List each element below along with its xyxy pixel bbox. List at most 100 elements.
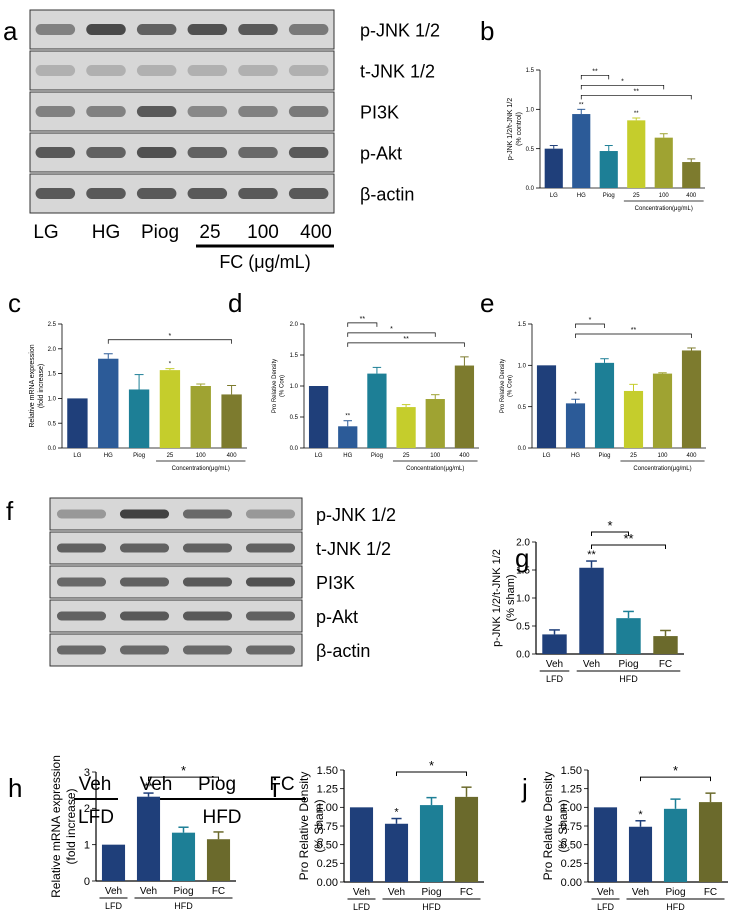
- group-label: LFD: [353, 902, 371, 912]
- blot-band: [56, 577, 107, 587]
- blot-strip: [29, 132, 335, 173]
- group-label: HFD: [666, 902, 685, 912]
- y-tick-label: 0.25: [317, 858, 338, 870]
- blot-band: [35, 147, 76, 158]
- panel-label-e: e: [480, 288, 494, 318]
- y-axis-label-line: (% Sham): [312, 799, 326, 852]
- y-axis-label: p-JNK 1/2/t-JNK 1/2 (% sham): [491, 549, 517, 647]
- bar: [593, 807, 618, 882]
- y-axis-label-line: Pro Relative Density: [541, 772, 555, 881]
- blot-lane-label: Piog: [141, 222, 179, 243]
- blot-band: [56, 611, 107, 621]
- panel-label-a: a: [3, 16, 18, 46]
- blot-band: [136, 24, 177, 35]
- significance-star: **: [634, 111, 639, 117]
- blot-band: [119, 577, 170, 587]
- y-axis-label-line: p-JNK 1/2/t-JNK 1/2: [507, 98, 514, 160]
- blot-band: [56, 543, 107, 553]
- blot-lane-label: 25: [199, 222, 220, 243]
- group-label: Concentration(μg/mL): [172, 466, 230, 472]
- blot-band: [187, 147, 228, 158]
- y-tick-label: 0.75: [561, 821, 582, 833]
- y-axis-label: Pro Relative Density(% Sham): [541, 772, 570, 881]
- bar: [623, 390, 644, 448]
- y-axis-label-line: Relative mRNA expression: [49, 755, 63, 898]
- blot-band: [86, 24, 126, 35]
- bar: [542, 634, 567, 654]
- blot-band: [119, 645, 170, 655]
- blot-row-label: PI3K: [360, 103, 399, 123]
- y-tick-label: 1.0: [290, 384, 299, 390]
- bar: [136, 796, 161, 881]
- blot-band: [238, 24, 278, 35]
- blot-band: [238, 106, 278, 117]
- y-tick-label: 1.00: [317, 802, 338, 814]
- bracket-label: **: [360, 316, 366, 323]
- category-label: 400: [686, 193, 697, 199]
- blot-band: [245, 577, 296, 587]
- y-axis-label-line: (% Con): [280, 375, 286, 397]
- y-tick-label: 1.50: [561, 765, 582, 777]
- blot-row-label: β-actin: [316, 641, 370, 661]
- category-label: HG: [104, 453, 113, 459]
- category-label: 25: [167, 453, 174, 459]
- category-label: 100: [430, 453, 441, 459]
- blot-row-label: t-JNK 1/2: [316, 539, 391, 559]
- category-label: Piog: [598, 453, 610, 459]
- y-tick-label: 0.75: [317, 821, 338, 833]
- bar: [565, 403, 586, 448]
- blot-lane-label: HG: [92, 222, 121, 243]
- y-tick-label: 0.00: [561, 877, 582, 889]
- blot-row-label: p-Akt: [316, 607, 358, 627]
- y-tick-label: 1.00: [561, 802, 582, 814]
- group-label: LFD: [546, 674, 564, 684]
- blot-band: [288, 24, 329, 35]
- bar: [579, 567, 604, 654]
- group-label: HFD: [174, 901, 193, 911]
- bracket-label: *: [429, 758, 434, 773]
- y-tick-label: 1.5: [48, 372, 57, 378]
- blot-band: [288, 147, 329, 158]
- blot-lane-label: FC: [269, 774, 294, 795]
- chart-h: h 0 1 2 3 Relative mRNA expression(fold incre…: [8, 755, 236, 911]
- bracket-label: *: [181, 763, 186, 778]
- blot-band: [187, 188, 228, 199]
- category-label: LG: [542, 453, 550, 459]
- blot-band: [238, 65, 278, 76]
- chart-b: b 0.0 0.5 1.0 1.5 p-JNK 1/2/t-JNK 1/2 (% contr…: [480, 16, 705, 212]
- blot-band: [187, 24, 228, 35]
- bar: [627, 120, 646, 188]
- panel-label-i: i: [272, 773, 278, 803]
- category-label: Veh: [105, 886, 122, 897]
- category-label: Veh: [546, 659, 563, 670]
- significance-bracket: [575, 323, 605, 328]
- category-label: 400: [459, 453, 470, 459]
- bar: [652, 373, 673, 448]
- bar: [544, 148, 563, 188]
- significance-star: **: [345, 414, 350, 420]
- blot-band: [182, 543, 233, 553]
- bracket-label: *: [673, 763, 678, 778]
- category-label: Piog: [421, 887, 441, 898]
- y-tick-label: 1.25: [561, 784, 582, 796]
- blot-row-label: p-JNK 1/2: [360, 21, 440, 41]
- bar: [338, 426, 358, 448]
- category-label: Veh: [353, 887, 370, 898]
- category-label: Veh: [140, 886, 157, 897]
- significance-bracket: [591, 531, 629, 537]
- category-label: LG: [550, 193, 558, 199]
- significance-bracket: [640, 776, 711, 782]
- y-axis-label-line: Pro Relative Density: [297, 772, 311, 881]
- category-label: 25: [633, 193, 640, 199]
- y-axis-label-line: Pro Relative Density: [500, 359, 506, 413]
- significance-bracket: [575, 333, 692, 338]
- bar: [190, 386, 211, 448]
- bar: [698, 802, 723, 882]
- y-tick-label: 1.0: [526, 107, 535, 113]
- blot-row-label: p-JNK 1/2: [316, 505, 396, 525]
- y-axis-label-line: (fold increase): [38, 364, 45, 408]
- chart-c: c 0.0 0.5 1.0 1.5 2.0 2.5 Relative mRNA express…: [8, 288, 247, 472]
- category-label: FC: [212, 886, 225, 897]
- significance-star: *: [169, 362, 172, 368]
